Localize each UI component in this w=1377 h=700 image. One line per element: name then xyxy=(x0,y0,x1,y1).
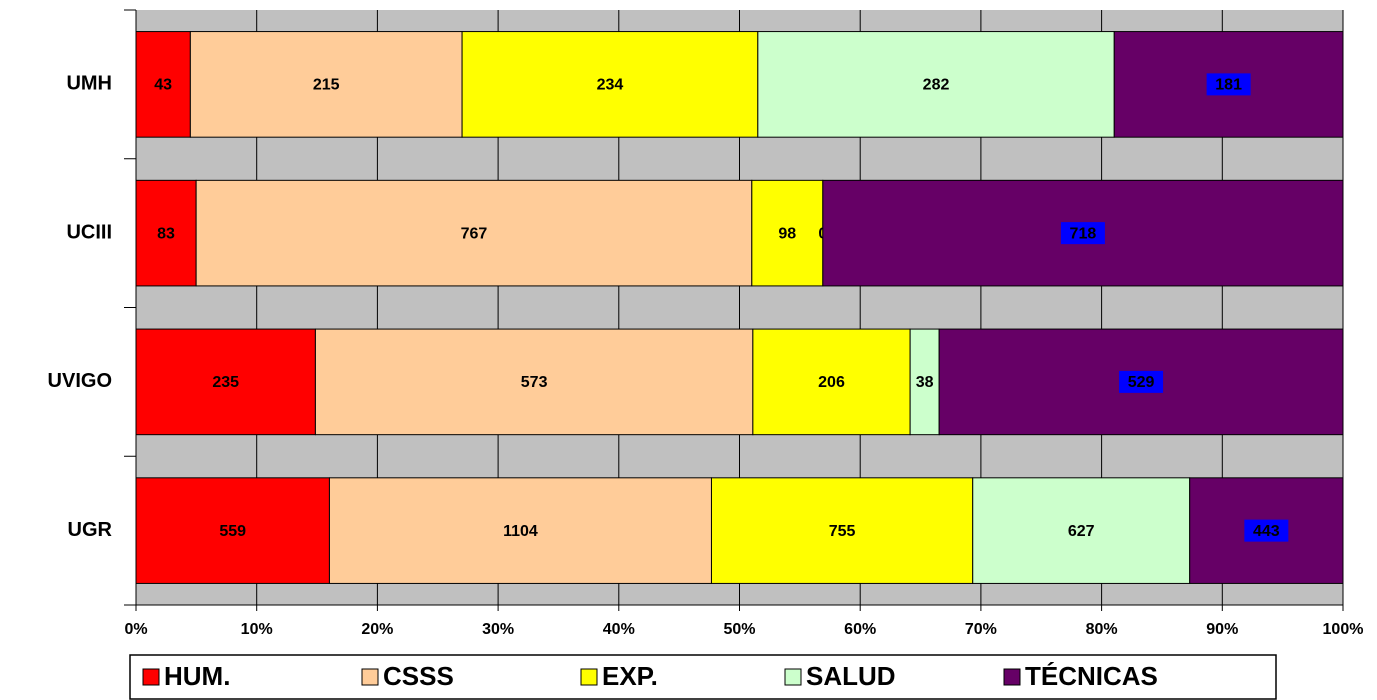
legend-box xyxy=(129,654,1277,700)
value-label: 98 xyxy=(778,225,796,242)
legend-label: HUM. xyxy=(164,661,230,691)
value-label: 181 xyxy=(1215,77,1242,94)
value-label: 559 xyxy=(219,523,246,540)
value-label: 529 xyxy=(1128,374,1155,391)
bar-segment xyxy=(135,477,330,584)
x-tick-label: 0% xyxy=(124,621,147,638)
bar-segment xyxy=(135,31,191,138)
x-tick-label: 50% xyxy=(723,621,755,638)
value-label-box xyxy=(1244,519,1289,542)
bar-segment xyxy=(757,31,1115,138)
x-tick-label: 90% xyxy=(1206,621,1238,638)
value-label: 718 xyxy=(1070,225,1097,242)
bar-segment xyxy=(752,328,911,436)
y-tick-label: UCIII xyxy=(66,221,112,243)
x-tick-label: 80% xyxy=(1086,621,1118,638)
legend-swatch xyxy=(580,668,598,686)
bar-segment xyxy=(135,179,197,287)
value-label: 573 xyxy=(521,374,548,391)
x-tick-label: 60% xyxy=(844,621,876,638)
x-tick-label: 30% xyxy=(482,621,514,638)
value-label: 767 xyxy=(461,225,488,242)
value-label: 234 xyxy=(597,77,624,94)
bar-segment xyxy=(461,31,759,138)
y-tick-label: UVIGO xyxy=(48,370,112,392)
legend-label: SALUD xyxy=(806,661,896,691)
x-tick-label: 20% xyxy=(361,621,393,638)
legend-swatch xyxy=(361,668,379,686)
value-label: 43 xyxy=(154,77,172,94)
bar-segment xyxy=(751,179,824,287)
value-label: 282 xyxy=(923,77,950,94)
x-tick-label: 40% xyxy=(603,621,635,638)
value-label: 627 xyxy=(1068,523,1095,540)
value-label: 443 xyxy=(1253,523,1280,540)
value-label: 235 xyxy=(212,374,239,391)
legend-swatch xyxy=(784,668,802,686)
x-tick-label: 70% xyxy=(965,621,997,638)
legend-swatch xyxy=(142,668,160,686)
bar-segment xyxy=(135,328,316,436)
value-label: 83 xyxy=(157,225,175,242)
legend-label: CSSS xyxy=(383,661,454,691)
value-label: 1104 xyxy=(503,523,538,540)
bar-segment xyxy=(195,179,753,287)
value-label-box xyxy=(1206,73,1251,96)
legend-label: TÉCNICAS xyxy=(1025,661,1158,691)
y-tick-label: UMH xyxy=(66,73,112,95)
bar-segment xyxy=(328,477,712,584)
legend-swatch xyxy=(1003,668,1021,686)
x-tick-label: 10% xyxy=(241,621,273,638)
x-tick-label: 100% xyxy=(1323,621,1364,638)
y-tick-label: UGR xyxy=(68,519,113,541)
value-label-box xyxy=(1119,370,1164,393)
legend-label: EXP. xyxy=(602,661,658,691)
bar-segment xyxy=(314,328,754,436)
bar-segment xyxy=(972,477,1191,584)
value-label: 38 xyxy=(916,374,934,391)
value-label: 755 xyxy=(829,523,856,540)
value-label: 215 xyxy=(313,77,340,94)
value-label: 206 xyxy=(818,374,845,391)
bar-segment xyxy=(189,31,463,138)
value-label-box xyxy=(1060,222,1105,245)
